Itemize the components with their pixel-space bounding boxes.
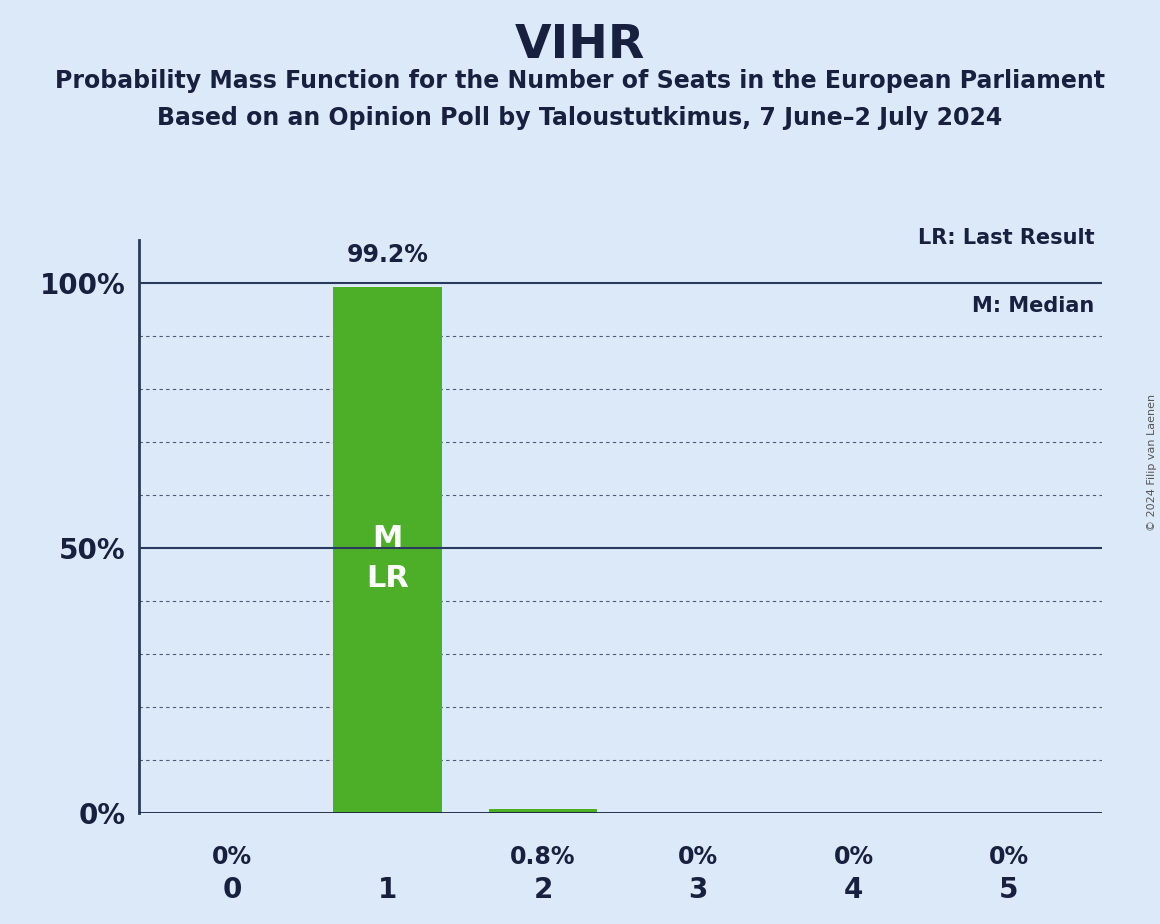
Text: M
LR: M LR	[367, 524, 409, 593]
Text: 0%: 0%	[988, 845, 1029, 869]
Text: 0%: 0%	[212, 845, 253, 869]
Text: Based on an Opinion Poll by Taloustutkimus, 7 June–2 July 2024: Based on an Opinion Poll by Taloustutkim…	[158, 106, 1002, 130]
Text: © 2024 Filip van Laenen: © 2024 Filip van Laenen	[1147, 394, 1157, 530]
Text: 0%: 0%	[834, 845, 873, 869]
Text: 0.8%: 0.8%	[510, 845, 575, 869]
Text: 99.2%: 99.2%	[347, 243, 428, 267]
Text: 0%: 0%	[679, 845, 718, 869]
Bar	[488, 808, 597, 813]
Bar	[333, 287, 442, 813]
Text: LR: Last Result: LR: Last Result	[918, 228, 1094, 249]
Text: Probability Mass Function for the Number of Seats in the European Parliament: Probability Mass Function for the Number…	[55, 69, 1105, 93]
Text: M: Median: M: Median	[972, 296, 1094, 316]
Text: VIHR: VIHR	[515, 23, 645, 68]
